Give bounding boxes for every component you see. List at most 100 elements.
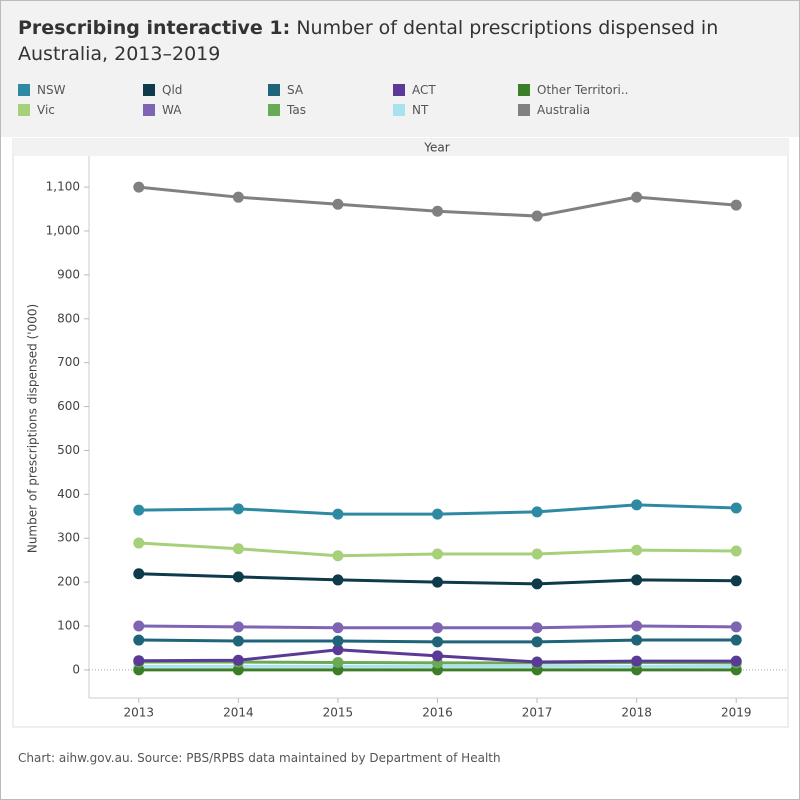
column-header: Year: [423, 141, 449, 155]
data-point: [730, 502, 742, 514]
y-tick-label: 1,100: [46, 180, 80, 194]
x-tick-label: 2017: [522, 706, 553, 720]
data-point: [432, 576, 443, 588]
data-point: [531, 636, 543, 648]
data-point: [631, 655, 643, 667]
y-tick-label: 0: [72, 662, 80, 676]
legend-swatch: [393, 104, 405, 116]
data-point: [730, 655, 742, 667]
y-axis-label: Number of prescriptions dispensed ('000): [26, 304, 40, 553]
x-tick-label: 2014: [223, 706, 254, 720]
legend-label: Tas: [287, 103, 306, 117]
legend-item[interactable]: NSW: [18, 80, 143, 100]
data-point: [432, 508, 443, 520]
data-point: [232, 664, 244, 676]
data-point: [133, 504, 145, 516]
data-point: [332, 622, 344, 634]
x-tick-label: 2018: [621, 706, 652, 720]
legend-label: Qld: [162, 83, 183, 97]
legend-item[interactable]: Tas: [268, 100, 393, 120]
data-point: [133, 537, 145, 549]
x-tick-label: 2015: [323, 706, 354, 720]
legend-item[interactable]: NT: [393, 100, 518, 120]
data-point: [332, 550, 344, 562]
data-point: [432, 650, 443, 662]
data-point: [730, 634, 742, 646]
data-point: [232, 654, 244, 666]
y-tick-label: 600: [57, 399, 80, 413]
data-point: [232, 543, 244, 555]
data-point: [432, 636, 443, 648]
legend-item[interactable]: ACT: [393, 80, 518, 100]
header: Prescribing interactive 1: Number of den…: [1, 1, 799, 137]
data-point: [432, 622, 443, 634]
data-point: [133, 181, 145, 193]
legend-item[interactable]: Australia: [518, 100, 643, 120]
y-tick-label: 100: [57, 619, 80, 633]
data-point: [133, 664, 145, 676]
legend-swatch: [268, 84, 280, 96]
legend-item[interactable]: Vic: [18, 100, 143, 120]
y-tick-label: 700: [57, 355, 80, 369]
legend-swatch: [518, 84, 530, 96]
data-point: [631, 634, 643, 646]
data-point: [332, 198, 344, 210]
legend-swatch: [18, 104, 30, 116]
legend-label: Vic: [37, 103, 55, 117]
legend-item[interactable]: Other Territori..: [518, 80, 643, 100]
data-point: [631, 574, 643, 586]
legend-label: WA: [162, 103, 182, 117]
legend-swatch: [518, 104, 530, 116]
data-point: [531, 578, 543, 590]
data-point: [332, 635, 344, 647]
legend-swatch: [18, 84, 30, 96]
legend-label: ACT: [412, 83, 436, 97]
title: Prescribing interactive 1:: [18, 17, 291, 39]
data-point: [531, 506, 543, 518]
data-point: [232, 191, 244, 203]
data-point: [133, 655, 145, 667]
legend-label: NSW: [37, 83, 66, 97]
data-point: [631, 544, 643, 556]
data-point: [432, 205, 443, 217]
legend-label: Australia: [537, 103, 591, 117]
legend-label: SA: [287, 83, 304, 97]
data-point: [232, 503, 244, 515]
data-point: [332, 508, 344, 520]
data-point: [133, 620, 145, 632]
data-point: [232, 571, 244, 583]
data-point: [432, 548, 443, 560]
data-point: [631, 499, 643, 511]
data-point: [531, 656, 543, 668]
subtitle: Number of dental prescriptions dispensed…: [18, 17, 719, 65]
legend-item[interactable]: SA: [268, 80, 393, 100]
legend-swatch: [143, 104, 155, 116]
x-tick-label: 2016: [422, 706, 453, 720]
y-tick-label: 500: [57, 443, 80, 457]
y-tick-label: 800: [57, 311, 80, 325]
data-point: [531, 622, 543, 634]
y-tick-label: 300: [57, 531, 80, 545]
data-point: [531, 210, 543, 222]
legend-swatch: [268, 104, 280, 116]
data-point: [133, 568, 145, 580]
data-point: [730, 575, 742, 587]
legend-item[interactable]: Qld: [143, 80, 268, 100]
legend-label: Other Territori..: [537, 83, 629, 97]
data-point: [631, 620, 643, 632]
data-point: [730, 621, 742, 633]
data-point: [332, 656, 344, 668]
data-point: [232, 621, 244, 633]
data-point: [730, 545, 742, 557]
y-tick-label: 200: [57, 575, 80, 589]
legend-item[interactable]: WA: [143, 100, 268, 120]
title-block: Prescribing interactive 1: Number of den…: [18, 15, 788, 67]
data-point: [332, 574, 344, 586]
data-point: [133, 634, 145, 646]
x-tick-label: 2013: [124, 706, 155, 720]
legend-swatch: [393, 84, 405, 96]
legend: NSW Vic Qld WA SA Tas ACT NT Other Territori.. Au…: [18, 80, 643, 120]
legend-label: NT: [412, 103, 429, 117]
legend-swatch: [143, 84, 155, 96]
